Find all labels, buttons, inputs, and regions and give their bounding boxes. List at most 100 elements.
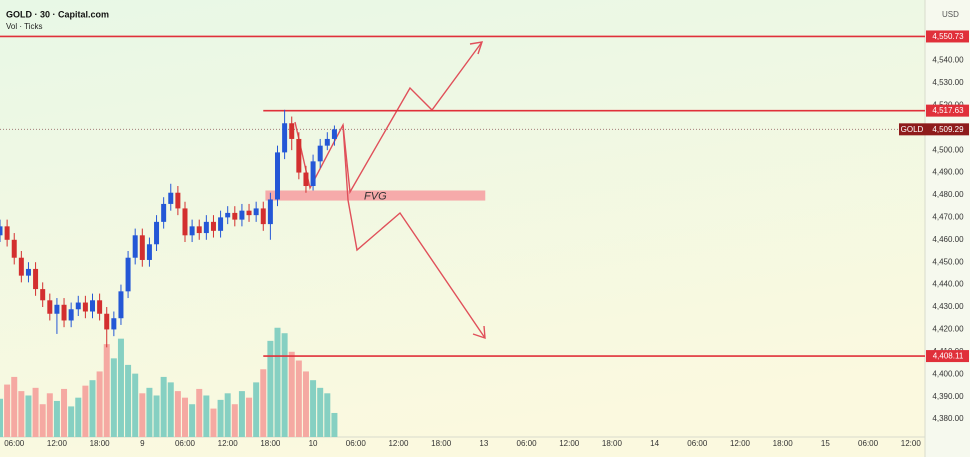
level-tag xyxy=(926,30,969,43)
candle-body xyxy=(11,239,17,258)
candle-body xyxy=(203,221,209,234)
volume-bar xyxy=(153,395,160,437)
volume-bar xyxy=(11,376,18,437)
volume-bar xyxy=(274,327,281,437)
volume-bar xyxy=(117,338,124,437)
candle-body xyxy=(111,318,117,330)
candle-body xyxy=(25,268,31,276)
candle-body xyxy=(324,138,330,146)
candle-body xyxy=(282,123,288,153)
volume-bar xyxy=(210,408,217,437)
level-tag-label: 4,408.11 xyxy=(933,352,964,361)
volume-bar xyxy=(61,388,68,437)
candle-body xyxy=(331,129,337,139)
candle-body xyxy=(90,300,95,312)
volume-bar xyxy=(132,373,139,437)
y-tick-label: 4,400.00 xyxy=(932,369,964,378)
volume-bar xyxy=(331,412,338,437)
candle-body xyxy=(18,257,24,276)
x-tick-label: 06:00 xyxy=(687,439,708,448)
volume-bar xyxy=(39,404,46,437)
y-tick-label: 4,440.00 xyxy=(932,280,964,289)
chart-title: GOLD · 30 · Capital.com xyxy=(6,9,109,19)
candle-body xyxy=(118,291,124,319)
volume-bar xyxy=(25,395,32,437)
y-tick-label: 4,540.00 xyxy=(932,56,964,65)
x-tick-label: 12:00 xyxy=(47,439,68,448)
y-tick-label: 4,470.00 xyxy=(932,212,964,221)
y-tick-label: 4,430.00 xyxy=(932,302,964,311)
volume-bar xyxy=(18,391,25,437)
currency: USD xyxy=(942,10,959,19)
volume-bar xyxy=(103,344,110,437)
candle-body xyxy=(47,300,53,314)
x-tick-label: 06:00 xyxy=(858,439,879,448)
candle-body xyxy=(182,208,188,236)
volume-bar xyxy=(82,385,89,437)
candle-body xyxy=(253,208,259,216)
y-tick-label: 4,530.00 xyxy=(932,78,964,87)
x-tick-label: 12:00 xyxy=(901,439,922,448)
volume-bar xyxy=(125,364,132,437)
volume-bar xyxy=(281,333,288,437)
volume-bar xyxy=(196,388,203,437)
last-price-name: GOLD xyxy=(901,125,924,134)
x-tick-label: 18:00 xyxy=(260,439,281,448)
last-price-name-tag xyxy=(899,123,926,136)
x-tick-label: 14 xyxy=(650,439,659,448)
candle-body xyxy=(225,212,231,218)
x-tick-label: 18:00 xyxy=(90,439,111,448)
candle-body xyxy=(75,302,81,310)
candle-body xyxy=(54,304,60,314)
level-tag-label: 4,550.73 xyxy=(932,32,964,41)
volume-bar xyxy=(246,397,253,437)
volume-bar xyxy=(53,400,60,437)
x-tick-label: 06:00 xyxy=(346,439,367,448)
x-tick-label: 06:00 xyxy=(4,439,25,448)
arrow-head xyxy=(469,41,484,55)
y-tick-label: 4,380.00 xyxy=(932,414,964,423)
x-tick-label: 9 xyxy=(140,439,145,448)
candle-body xyxy=(61,304,67,321)
y-tick-label: 4,420.00 xyxy=(932,325,964,334)
candle-body xyxy=(218,217,224,231)
last-price-label: 4,509.29 xyxy=(932,125,964,134)
volume-bar xyxy=(89,380,96,437)
volume-bar xyxy=(253,382,260,437)
candle-body xyxy=(104,313,110,330)
candle-body xyxy=(4,226,10,240)
candle-body xyxy=(97,300,103,314)
candle-body xyxy=(267,199,273,225)
price-axis-panel xyxy=(925,0,970,457)
volume-bar xyxy=(224,393,231,437)
candle-body xyxy=(239,210,245,220)
candle-body xyxy=(82,302,88,312)
volume-bar xyxy=(310,380,317,437)
candle-body xyxy=(175,192,181,209)
candle-body xyxy=(154,221,160,245)
candle-body xyxy=(40,289,46,301)
candle-body xyxy=(303,172,309,187)
candle-body xyxy=(246,210,252,216)
y-tick-label: 4,460.00 xyxy=(932,235,964,244)
candle-body xyxy=(125,257,131,292)
candle-body xyxy=(296,138,302,173)
volume-bar xyxy=(146,387,153,437)
volume-bar xyxy=(267,340,274,437)
fvg-zone xyxy=(265,190,486,201)
x-tick-label: 18:00 xyxy=(773,439,794,448)
volume-bar xyxy=(167,382,174,437)
x-tick-label: 12:00 xyxy=(388,439,409,448)
candle-body xyxy=(317,145,323,162)
candle-body xyxy=(146,244,152,260)
volume-bar xyxy=(32,387,39,437)
x-tick-label: 10 xyxy=(309,439,318,448)
candle-body xyxy=(139,235,145,260)
x-tick-label: 12:00 xyxy=(730,439,751,448)
volume-bar xyxy=(302,371,309,437)
volume-bar xyxy=(174,391,181,437)
y-tick-label: 4,480.00 xyxy=(932,190,964,199)
candle-body xyxy=(260,208,266,225)
candle-body xyxy=(196,226,202,234)
